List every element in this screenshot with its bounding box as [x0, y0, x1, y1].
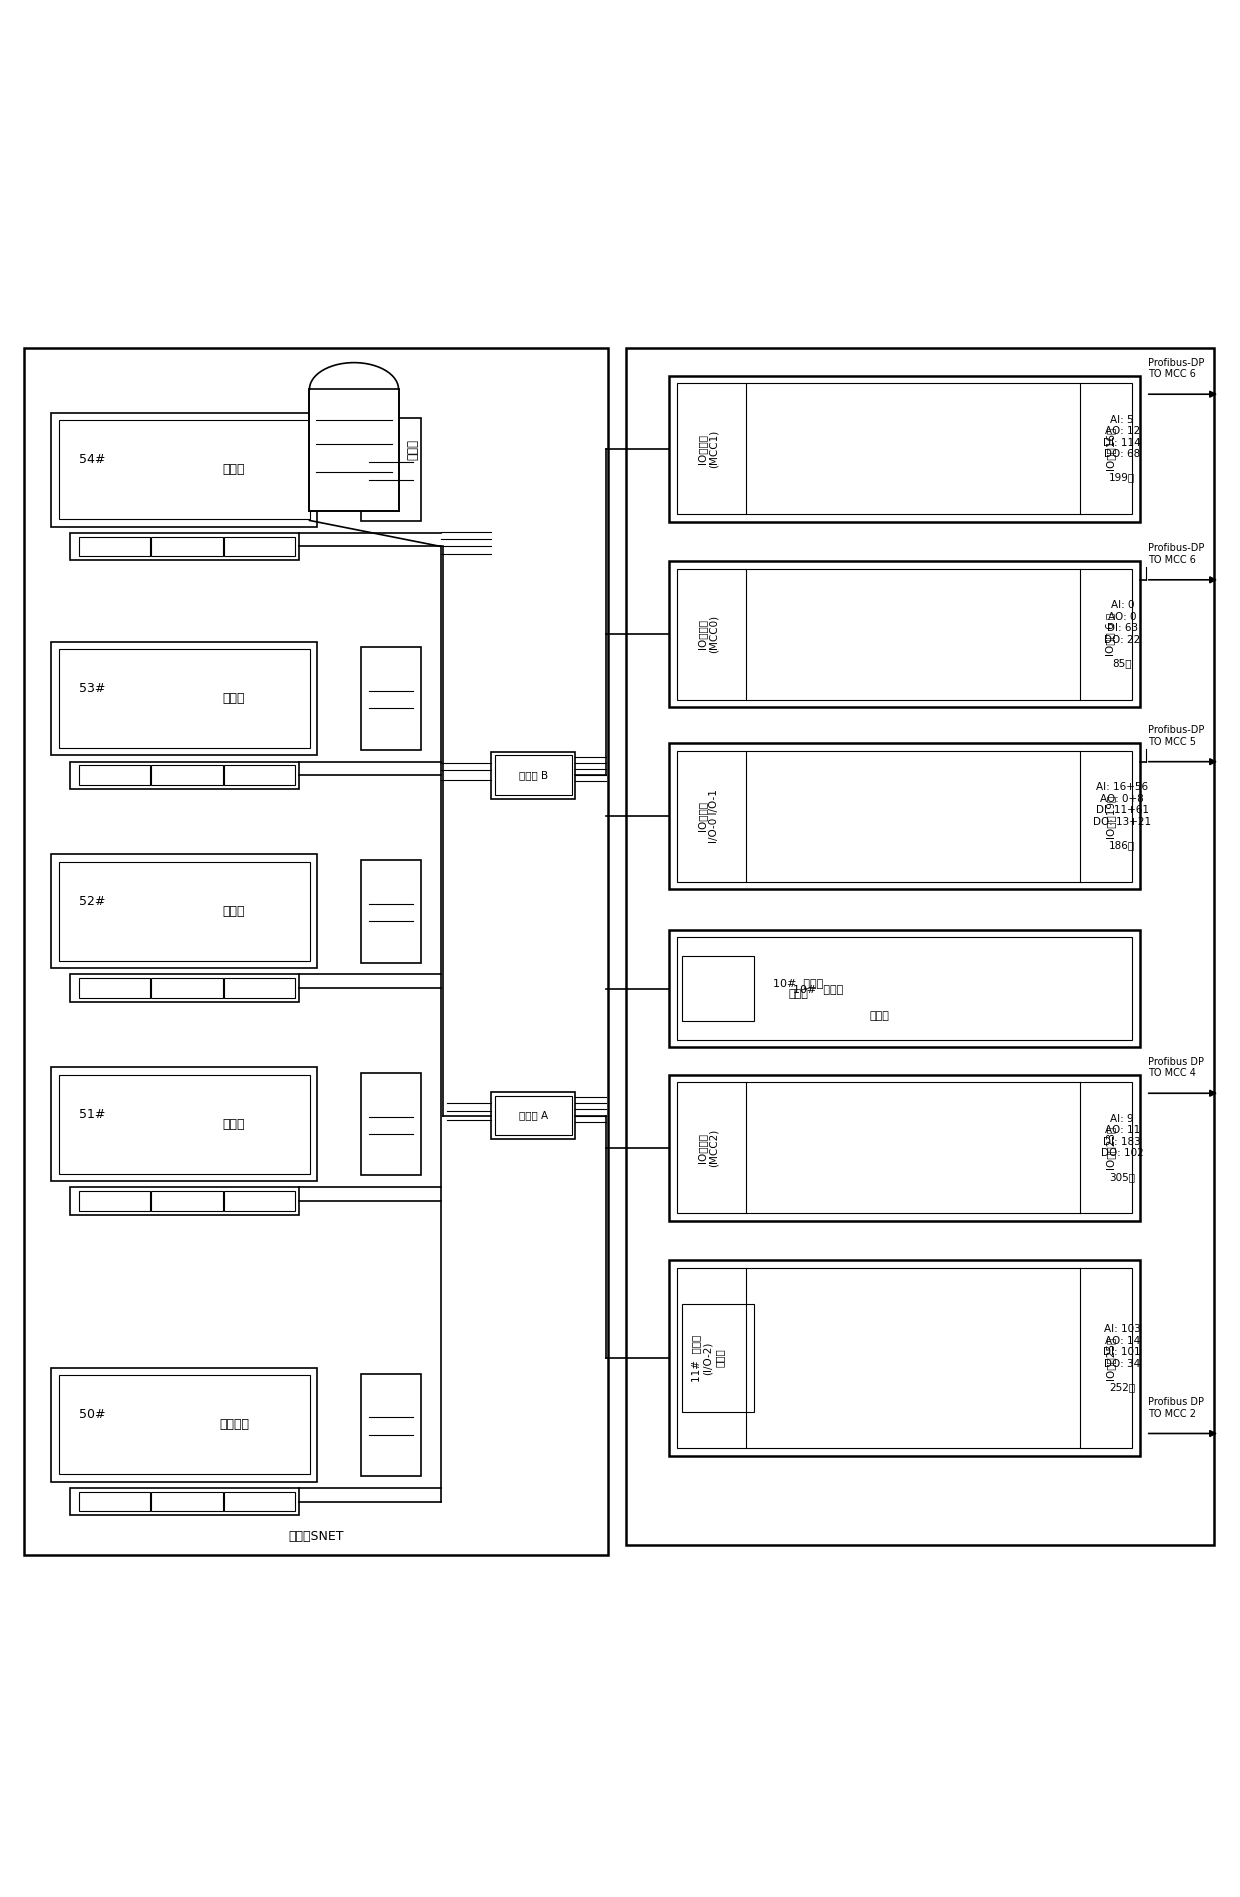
- Text: IO模块16个: IO模块16个: [1105, 427, 1115, 470]
- Text: 53#: 53#: [78, 683, 105, 694]
- Bar: [495, 1096, 572, 1134]
- Bar: [151, 1491, 223, 1512]
- Bar: [151, 764, 223, 785]
- Bar: [224, 1491, 295, 1512]
- Text: 交换机 A: 交换机 A: [518, 1110, 548, 1121]
- Text: 54#: 54#: [78, 453, 105, 467]
- Bar: [670, 1076, 1140, 1220]
- Bar: [69, 763, 299, 789]
- Bar: [52, 1368, 317, 1482]
- Text: 工程师站: 工程师站: [219, 1419, 249, 1432]
- Bar: [626, 349, 1214, 1544]
- Bar: [361, 1074, 420, 1176]
- Bar: [78, 1491, 150, 1512]
- Bar: [78, 764, 150, 785]
- Bar: [224, 1191, 295, 1210]
- Bar: [52, 1068, 317, 1182]
- Text: AI: 0
AO: 0
DI: 63
DO: 22

85点: AI: 0 AO: 0 DI: 63 DO: 22 85点: [1104, 599, 1141, 668]
- Text: IO模块23个: IO模块23个: [1105, 1127, 1115, 1169]
- Bar: [361, 1373, 420, 1476]
- Bar: [670, 744, 1140, 890]
- Bar: [670, 562, 1140, 708]
- Bar: [52, 641, 317, 755]
- Text: Profibus-DP
TO MCC 6: Profibus-DP TO MCC 6: [1148, 543, 1205, 565]
- Bar: [677, 937, 1132, 1040]
- Bar: [60, 649, 310, 747]
- Text: 10#  控制器
系统柜: 10# 控制器 系统柜: [773, 979, 823, 1000]
- Bar: [677, 1267, 1132, 1447]
- Text: 系统网SNET: 系统网SNET: [288, 1529, 343, 1542]
- Bar: [151, 537, 223, 556]
- Bar: [69, 1487, 299, 1516]
- Text: AI: 103
AO: 14
DI: 101
DO: 34

252点: AI: 103 AO: 14 DI: 101 DO: 34 252点: [1104, 1324, 1141, 1392]
- Text: AI: 16+56
AO: 0+8
DI: 11+61
DO: 13+21

186点: AI: 16+56 AO: 0+8 DI: 11+61 DO: 13+21 18…: [1094, 782, 1152, 850]
- Text: Profibus DP
TO MCC 2: Profibus DP TO MCC 2: [1148, 1396, 1204, 1419]
- Bar: [151, 979, 223, 998]
- Text: Profibus-DP
TO MCC 6: Profibus-DP TO MCC 6: [1148, 359, 1205, 379]
- Text: 打印机: 打印机: [407, 440, 420, 461]
- Bar: [69, 533, 299, 560]
- Text: 操作站: 操作站: [223, 463, 246, 476]
- Bar: [677, 1081, 1132, 1214]
- Bar: [682, 1305, 754, 1411]
- Bar: [60, 1076, 310, 1174]
- Text: 11#  控制器
(I/O-2)
系统柜: 11# 控制器 (I/O-2) 系统柜: [691, 1334, 724, 1381]
- Bar: [69, 1188, 299, 1214]
- Bar: [491, 751, 575, 799]
- Text: IO模块25个: IO模块25个: [1105, 1335, 1115, 1379]
- Bar: [670, 930, 1140, 1047]
- Text: 52#: 52#: [78, 895, 105, 909]
- Text: IO扩展柜
(MCC2): IO扩展柜 (MCC2): [697, 1129, 719, 1167]
- Bar: [361, 859, 420, 962]
- Text: IO扩展柜
I/O-0 I/O-1: IO扩展柜 I/O-0 I/O-1: [697, 789, 719, 842]
- Text: AI: 9
AO: 11
DI: 183
DO: 102

305点: AI: 9 AO: 11 DI: 183 DO: 102 305点: [1101, 1114, 1143, 1182]
- Text: 10#  控制器: 10# 控制器: [792, 985, 843, 994]
- Bar: [151, 1191, 223, 1210]
- Bar: [69, 975, 299, 1002]
- Text: 系统柜: 系统柜: [870, 1011, 890, 1021]
- Bar: [495, 755, 572, 795]
- Bar: [670, 1260, 1140, 1455]
- Bar: [60, 861, 310, 962]
- Text: IO扩展柜
(MCC1): IO扩展柜 (MCC1): [697, 429, 719, 469]
- Text: 交换机 B: 交换机 B: [518, 770, 548, 780]
- Bar: [224, 764, 295, 785]
- Text: AI: 5
AO: 12
DI: 114
DO: 68

199点: AI: 5 AO: 12 DI: 114 DO: 68 199点: [1104, 415, 1141, 482]
- Bar: [491, 1093, 575, 1138]
- Text: IO模块19个: IO模块19个: [1105, 795, 1115, 838]
- Bar: [310, 389, 398, 510]
- Text: 操作站: 操作站: [223, 692, 246, 706]
- Bar: [78, 979, 150, 998]
- Bar: [224, 537, 295, 556]
- Bar: [670, 376, 1140, 522]
- Bar: [677, 751, 1132, 882]
- Bar: [361, 419, 420, 522]
- Text: Profibus DP
TO MCC 4: Profibus DP TO MCC 4: [1148, 1057, 1204, 1077]
- Bar: [78, 1191, 150, 1210]
- Text: IO模块 6 个: IO模块 6 个: [1105, 613, 1115, 656]
- Bar: [677, 569, 1132, 700]
- Bar: [224, 979, 295, 998]
- Text: 操作站: 操作站: [223, 905, 246, 918]
- Text: 51#: 51#: [78, 1108, 105, 1121]
- Bar: [24, 349, 608, 1556]
- Text: 操作站: 操作站: [223, 1117, 246, 1131]
- Bar: [52, 414, 317, 527]
- Bar: [78, 537, 150, 556]
- Bar: [682, 956, 754, 1021]
- Bar: [361, 647, 420, 749]
- Bar: [677, 383, 1132, 514]
- Text: 50#: 50#: [78, 1408, 105, 1421]
- Text: IO扩展柜
(MCC0): IO扩展柜 (MCC0): [697, 615, 719, 653]
- Text: Profibus-DP
TO MCC 5: Profibus-DP TO MCC 5: [1148, 725, 1205, 747]
- Bar: [60, 1375, 310, 1474]
- Bar: [52, 854, 317, 967]
- Bar: [60, 421, 310, 520]
